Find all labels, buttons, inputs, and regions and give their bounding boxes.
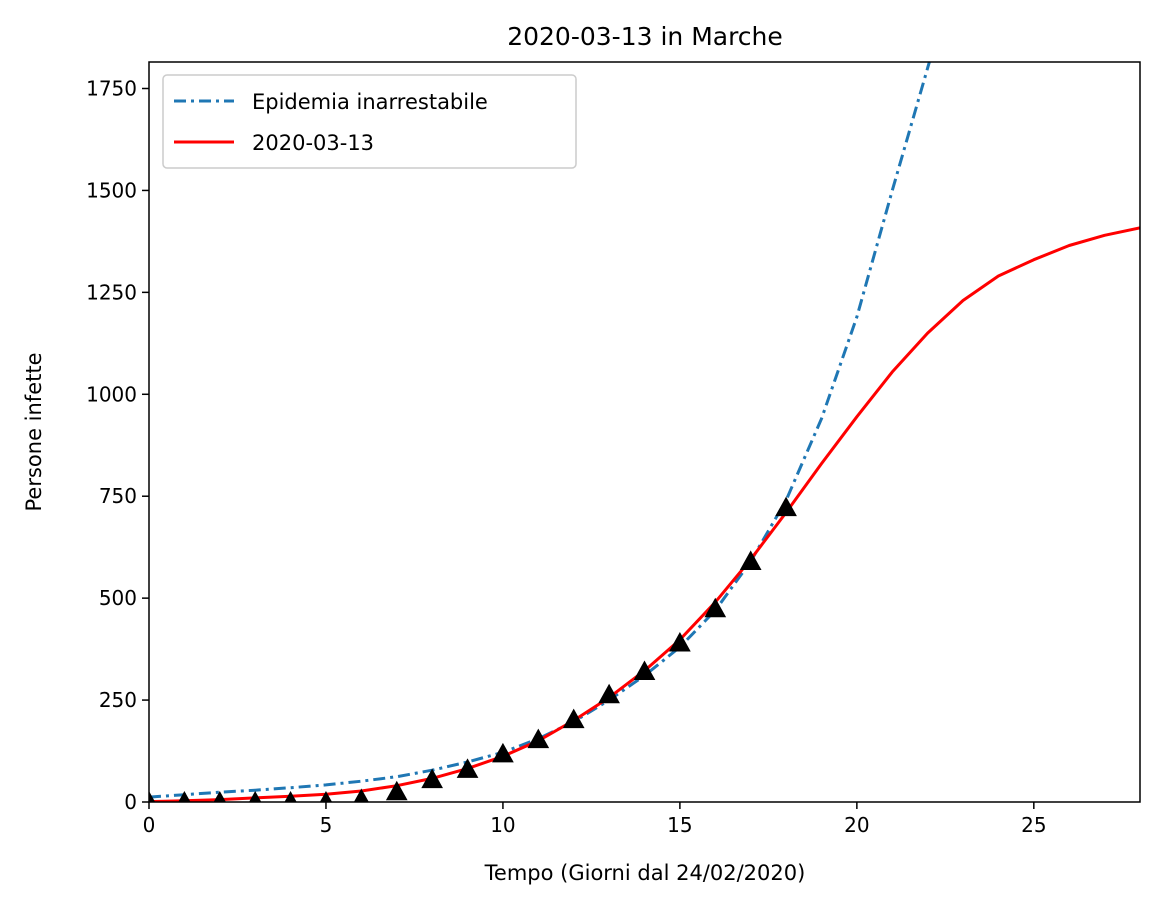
x-tick-label: 25 (1021, 813, 1046, 837)
y-tick-label: 1500 (86, 178, 137, 202)
x-tick-label: 15 (667, 813, 692, 837)
y-tick-label: 1750 (86, 77, 137, 101)
y-tick-label: 250 (99, 688, 137, 712)
plot-background (149, 62, 1140, 802)
y-tick-label: 500 (99, 586, 137, 610)
x-tick-label: 0 (143, 813, 156, 837)
x-axis-label: Tempo (Giorni dal 24/02/2020) (484, 861, 806, 885)
y-tick-label: 1000 (86, 382, 137, 406)
y-axis-label: Persone infette (22, 352, 46, 511)
x-tick-label: 5 (320, 813, 333, 837)
legend-label-epidemia: Epidemia inarrestabile (252, 90, 488, 114)
y-tick-label: 1250 (86, 280, 137, 304)
x-tick-label: 20 (844, 813, 869, 837)
y-tick-label: 750 (99, 484, 137, 508)
legend: Epidemia inarrestabile 2020-03-13 (163, 75, 576, 168)
legend-label-2020-03-13: 2020-03-13 (252, 131, 374, 155)
x-tick-label: 10 (490, 813, 515, 837)
y-tick-label: 0 (124, 790, 137, 814)
chart-title: 2020-03-13 in Marche (507, 22, 783, 51)
